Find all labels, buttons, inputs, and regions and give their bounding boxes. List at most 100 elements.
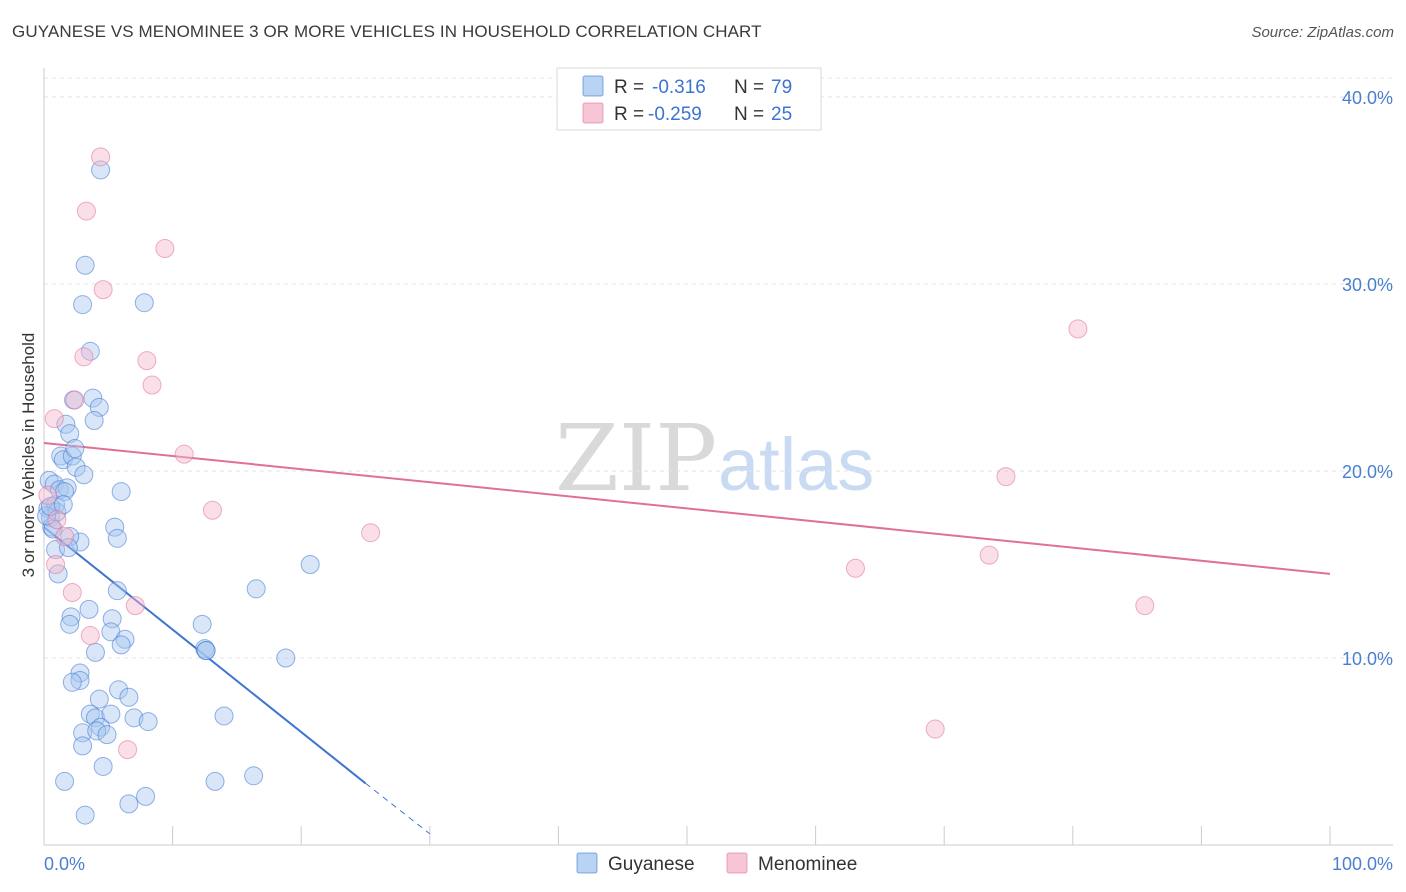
data-point-menominee <box>93 280 113 300</box>
data-point-guyanese <box>93 756 113 776</box>
data-point-guyanese <box>66 457 86 477</box>
x-tick-label: 100.0% <box>1332 854 1393 874</box>
data-point-guyanese <box>44 474 64 494</box>
legend-bottom: Guyanese Menominee <box>576 852 857 875</box>
data-point-guyanese <box>214 706 234 726</box>
data-point-guyanese <box>73 723 93 743</box>
data-point-menominee <box>1135 596 1155 616</box>
data-point-guyanese <box>105 517 125 537</box>
data-point-menominee <box>1068 319 1088 339</box>
y-tick-label: 10.0% <box>1342 649 1393 669</box>
data-point-guyanese <box>246 579 266 599</box>
data-point-guyanese <box>62 446 82 466</box>
data-point-guyanese <box>75 805 95 825</box>
data-point-guyanese <box>119 687 139 707</box>
y-tick-label: 20.0% <box>1342 462 1393 482</box>
trend-line-guyanese-extension <box>365 782 431 835</box>
y-axis-label: 3 or more Vehicles in Household <box>19 333 38 578</box>
data-point-menominee <box>361 523 381 543</box>
data-point-guyanese <box>91 717 111 737</box>
data-point-guyanese <box>65 439 85 459</box>
data-point-guyanese <box>115 629 135 649</box>
legend-n-value: 25 <box>771 104 792 125</box>
data-point-menominee <box>80 626 100 646</box>
data-point-guyanese <box>111 482 131 502</box>
data-point-guyanese <box>73 736 93 756</box>
data-point-menominee <box>125 596 145 616</box>
data-point-guyanese <box>75 255 95 275</box>
trend-line-menominee <box>43 441 1331 575</box>
data-point-menominee <box>174 444 194 464</box>
data-point-guyanese <box>60 614 80 634</box>
watermark: ZIP atlas <box>555 405 874 512</box>
data-point-guyanese <box>91 160 111 180</box>
data-point-guyanese <box>60 424 80 444</box>
data-point-guyanese <box>196 641 216 661</box>
data-point-menominee <box>845 558 865 578</box>
trend-lines <box>43 441 1331 835</box>
data-point-menominee <box>925 719 945 739</box>
data-point-guyanese <box>62 672 82 692</box>
data-point-guyanese <box>107 528 127 548</box>
data-point-menominee <box>47 510 67 530</box>
data-point-menominee <box>91 147 111 167</box>
legend-r-value: -0.259 <box>648 104 702 125</box>
watermark-atlas: atlas <box>718 423 874 506</box>
legend-swatch-guyanese <box>576 852 598 874</box>
data-point-menominee <box>38 485 58 505</box>
data-point-guyanese <box>84 411 104 431</box>
y-tick-label: 40.0% <box>1342 88 1393 108</box>
data-point-menominee <box>65 390 85 410</box>
data-point-menominee <box>996 467 1016 487</box>
data-point-guyanese <box>111 635 131 655</box>
data-point-guyanese <box>73 295 93 315</box>
data-point-guyanese <box>101 704 121 724</box>
data-point-guyanese <box>244 766 264 786</box>
x-tick-label: 0.0% <box>44 854 85 874</box>
data-point-guyanese <box>136 786 156 806</box>
y-tick-labels: 10.0% 20.0% 30.0% 40.0% <box>1342 88 1393 669</box>
legend-label-guyanese: Guyanese <box>608 854 695 875</box>
x-tick-labels: 0.0% 100.0% <box>44 854 1393 874</box>
data-point-menominee <box>155 238 175 258</box>
data-point-menominee <box>142 375 162 395</box>
data-point-guyanese <box>79 599 99 619</box>
data-point-guyanese <box>61 607 81 627</box>
axes <box>43 68 1393 846</box>
data-point-guyanese <box>80 704 100 724</box>
data-point-menominee <box>118 740 138 760</box>
data-point-guyanese <box>55 771 75 791</box>
y-tick-label: 30.0% <box>1342 275 1393 295</box>
data-point-guyanese <box>276 648 296 668</box>
legend-n-label: N = <box>734 104 764 125</box>
legend-swatch-menominee <box>726 852 748 874</box>
chart-title: GUYANESE VS MENOMINEE 3 OR MORE VEHICLES… <box>12 22 762 41</box>
data-point-guyanese <box>56 414 76 434</box>
legend-swatch-guyanese <box>582 75 604 97</box>
trend-line-guyanese <box>43 526 367 785</box>
data-point-guyanese <box>192 614 212 634</box>
data-point-menominee <box>137 351 157 371</box>
data-point-guyanese <box>109 680 129 700</box>
legend-top: R = -0.316 N = 79 R = -0.259 N = 25 <box>556 67 822 131</box>
data-point-guyanese <box>119 794 139 814</box>
data-point-menominee <box>74 347 94 367</box>
data-point-guyanese <box>138 712 158 732</box>
legend-label-menominee: Menominee <box>758 854 857 875</box>
legend-r-value: -0.316 <box>652 77 706 98</box>
legend-r-label: R = <box>614 104 644 125</box>
data-point-menominee <box>76 201 96 221</box>
legend-n-label: N = <box>734 77 764 98</box>
gridlines <box>44 77 1393 659</box>
data-point-guyanese <box>70 670 90 690</box>
data-point-menominee <box>55 526 75 546</box>
data-point-guyanese <box>205 771 225 791</box>
data-point-guyanese <box>124 708 144 728</box>
data-point-menominee <box>44 409 64 429</box>
legend-r-label: R = <box>614 77 644 98</box>
data-point-guyanese <box>37 506 57 526</box>
data-point-menominee <box>46 555 66 574</box>
legend-swatch-menominee <box>582 102 604 124</box>
legend-n-value: 79 <box>771 77 792 98</box>
